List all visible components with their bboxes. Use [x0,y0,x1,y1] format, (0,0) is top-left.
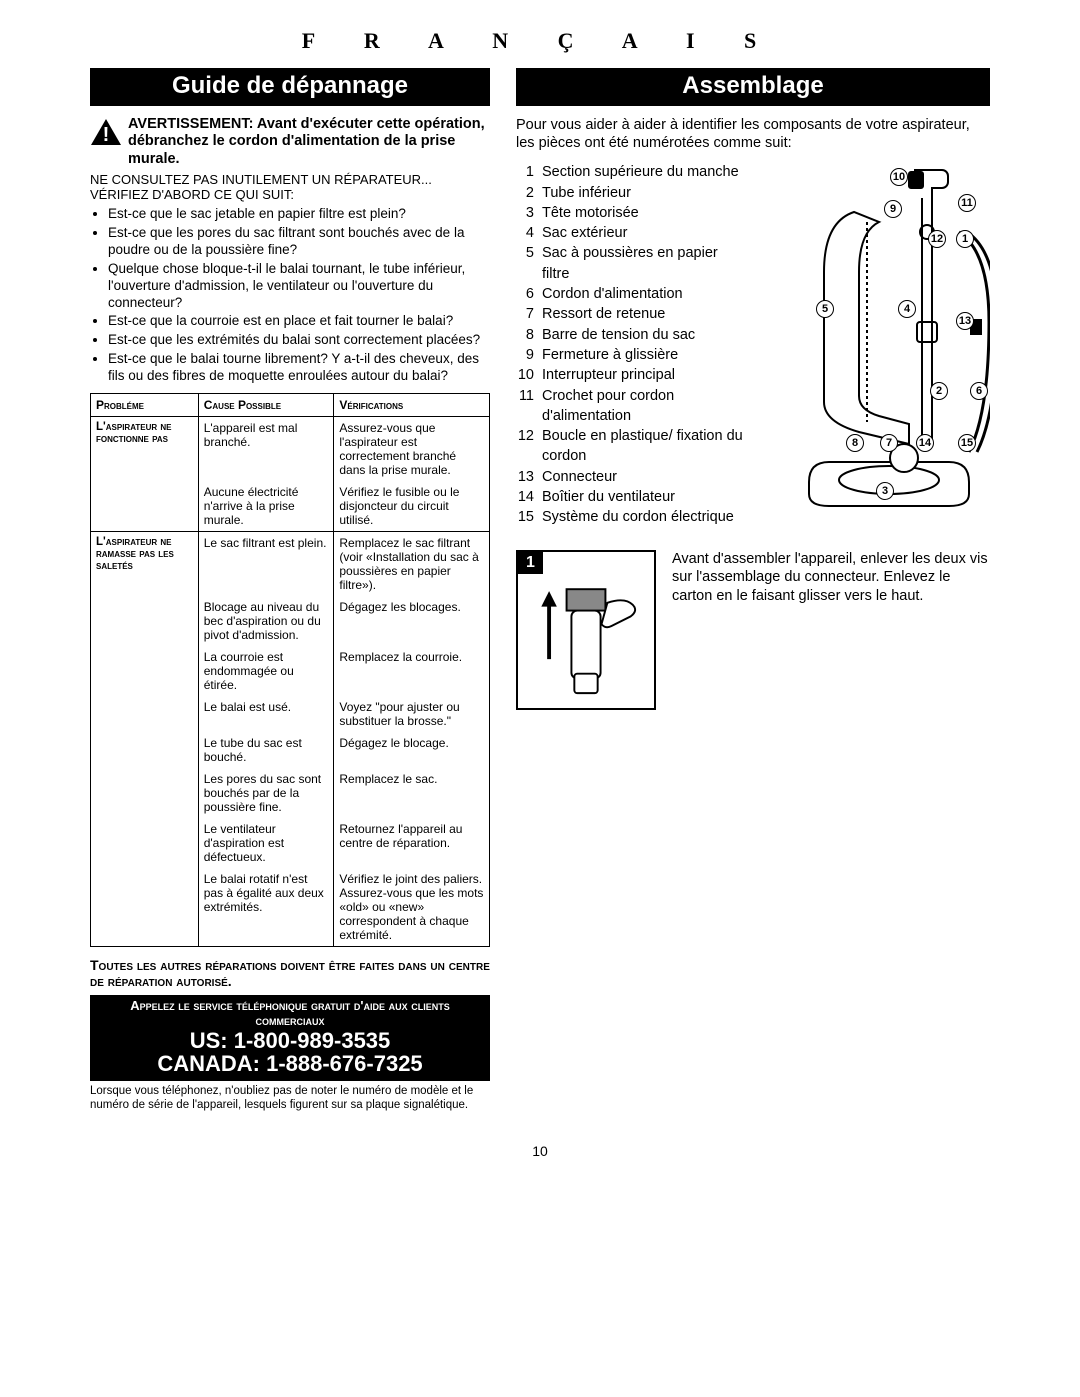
cause-cell: Le sac filtrant est plein. [198,531,334,596]
cause-cell: Le tube du sac est bouché. [198,732,334,768]
problem-cell: L'aspirateur ne ramasse pas les saletés [91,531,199,946]
cause-cell: Blocage au niveau du bec d'aspiration ou… [198,596,334,646]
warning-icon: ! [90,118,122,146]
part-item: 13Connecteur [516,467,746,487]
troubleshooting-column: Guide de dépannage ! AVERTISSEMENT: Avan… [90,68,490,1113]
verification-cell: Remplacez le sac. [334,768,490,818]
check-first-note: NE CONSULTEZ PAS INUTILEMENT UN RÉPARATE… [90,172,490,202]
verification-cell: Remplacez le sac filtrant (voir «Install… [334,531,490,596]
part-item: 4Sac extérieur [516,223,746,243]
part-item: 2Tube inférieur [516,183,746,203]
authorized-repair-note: Toutes les autres réparations doivent êt… [90,957,490,989]
part-item: 10Interrupteur principal [516,365,746,385]
vacuum-illustration [758,162,990,522]
verification-cell: Dégagez le blocage. [334,732,490,768]
callout-arrow-icon: ▶ [910,170,919,184]
phone-footnote: Lorsque vous téléphonez, n'oubliez pas d… [90,1085,490,1113]
language-header: F R A N Ç A I S [90,28,990,54]
part-item: 15Système du cordon électrique [516,507,746,527]
verification-cell: Voyez "pour ajuster ou substituer la bro… [334,696,490,732]
verification-cell: Vérifiez le fusible ou le disjoncteur du… [334,481,490,532]
cause-cell: Le balai est usé. [198,696,334,732]
table-row: L'aspirateur ne ramasse pas les saletésL… [91,531,490,596]
part-item: 11Crochet pour cordon d'alimentation [516,386,746,427]
check-bullet: Quelque chose bloque-t-il le balai tourn… [108,261,490,312]
cause-cell: La courroie est endommagée ou étirée. [198,646,334,696]
check-bullet: Est-ce que le balai tourne librement? Y … [108,351,490,385]
part-item: 8Barre de tension du sac [516,325,746,345]
phone-us: US: 1-800-989-3535 [96,1029,484,1052]
th-problem: Probléme [91,393,199,416]
assembly-step-1-text: Avant d'assembler l'appareil, enlever le… [672,550,990,607]
part-item: 1Section supérieure du manche [516,162,746,182]
check-bullet: Est-ce que la courroie est en place et f… [108,313,490,330]
page-number: 10 [90,1143,990,1159]
part-item: 9Fermeture à glissière [516,345,746,365]
step-number-badge: 1 [518,552,543,574]
part-item: 7Ressort de retenue [516,304,746,324]
part-item: 12Boucle en plastique/ fixation du cordo… [516,426,746,467]
check-bullet: Est-ce que les extrémités du balai sont … [108,332,490,349]
assembly-intro: Pour vous aider à aider à identifier les… [516,116,990,152]
verification-cell: Vérifiez le joint des paliers. Assurez-v… [334,868,490,947]
problem-cell: L'aspirateur ne fonctionne pas [91,416,199,531]
warning-text: AVERTISSEMENT: Avant d'exécuter cette op… [128,116,490,168]
cause-cell: Aucune électricité n'arrive à la prise m… [198,481,334,532]
cause-cell: Les pores du sac sont bouchés par de la … [198,768,334,818]
parts-list: 1Section supérieure du manche2Tube infér… [516,162,746,527]
verification-cell: Assurez-vous que l'aspirateur est correc… [334,416,490,481]
svg-text:!: ! [103,124,110,146]
phone-service-line1: Appelez le service téléphonique gratuit … [96,999,484,1029]
th-check: Vérifications [334,393,490,416]
part-item: 5Sac à poussières en papier filtre [516,243,746,284]
part-item: 3Tête motorisée [516,203,746,223]
check-bullet: Est-ce que le sac jetable en papier filt… [108,206,490,223]
phone-service-box: Appelez le service téléphonique gratuit … [90,995,490,1081]
verification-cell: Remplacez la courroie. [334,646,490,696]
cause-cell: Le balai rotatif n'est pas à égalité aux… [198,868,334,947]
phone-canada: CANADA: 1-888-676-7325 [96,1052,484,1075]
part-item: 14Boîtier du ventilateur [516,487,746,507]
assembly-step-1-figure: 1 [516,550,656,710]
troubleshooting-table: Probléme Cause Possible Vérifications L'… [90,393,490,947]
th-cause: Cause Possible [198,393,334,416]
assembly-title: Assemblage [516,68,990,106]
assembly-column: Assemblage Pour vous aider à aider à ide… [516,68,990,1113]
part-item: 6Cordon d'alimentation [516,284,746,304]
cause-cell: L'appareil est mal branché. [198,416,334,481]
cause-cell: Le ventilateur d'aspiration est défectue… [198,818,334,868]
table-row: L'aspirateur ne fonctionne pasL'appareil… [91,416,490,481]
troubleshooting-title: Guide de dépannage [90,68,490,106]
verification-cell: Retournez l'appareil au centre de répara… [334,818,490,868]
check-bullets: Est-ce que le sac jetable en papier filt… [90,206,490,385]
check-bullet: Est-ce que les pores du sac filtrant son… [108,225,490,259]
verification-cell: Dégagez les blocages. [334,596,490,646]
vacuum-diagram: 123456789101112131415▶ [758,162,990,522]
